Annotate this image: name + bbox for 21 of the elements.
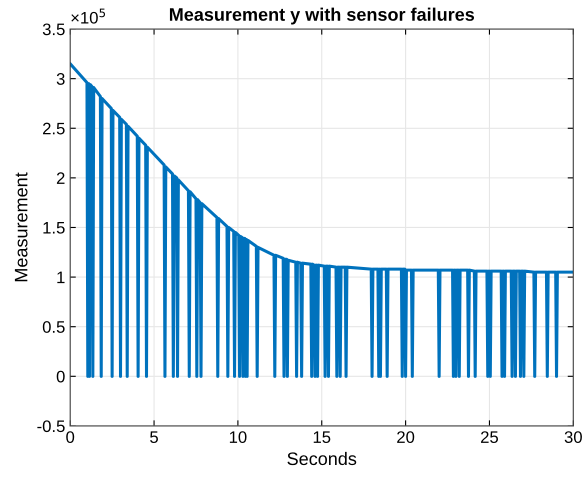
- y-tick-label: -0.5: [37, 420, 65, 432]
- x-tick-label: 0: [66, 431, 74, 444]
- y-tick-label: 2: [56, 172, 65, 184]
- y-tick-label: 0: [56, 370, 65, 383]
- x-tick-label: 25: [481, 431, 498, 444]
- y-tick-label: 1: [57, 272, 65, 284]
- x-tick-label: 5: [150, 431, 158, 444]
- text: ×10$^{5}$: [71, 8, 106, 24]
- y-tick-label: 1.5: [43, 222, 65, 234]
- x-tick-label: 30: [564, 431, 582, 444]
- line-series: [70, 62, 574, 378]
- x-axis-title: Seconds: [287, 452, 356, 466]
- x-tick-label: 15: [314, 431, 330, 444]
- x-tick-label: 10: [230, 431, 247, 444]
- x-tick-label: 20: [397, 431, 414, 444]
- y-tick-label: 3: [56, 73, 65, 85]
- y-tick-label: 0.5: [42, 321, 65, 333]
- y-tick-label: 2.5: [43, 122, 65, 134]
- y-axis-title: Measurement: [14, 172, 28, 282]
- chart-title: Measurement y with sensor failures: [170, 8, 474, 24]
- y-tick-label: 3.5: [42, 23, 65, 36]
